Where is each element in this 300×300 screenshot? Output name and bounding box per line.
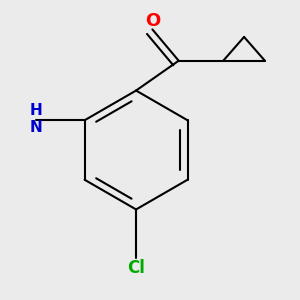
Text: H: H — [30, 103, 43, 118]
Text: O: O — [145, 12, 160, 30]
Text: Cl: Cl — [127, 259, 145, 277]
Text: N: N — [30, 120, 43, 135]
